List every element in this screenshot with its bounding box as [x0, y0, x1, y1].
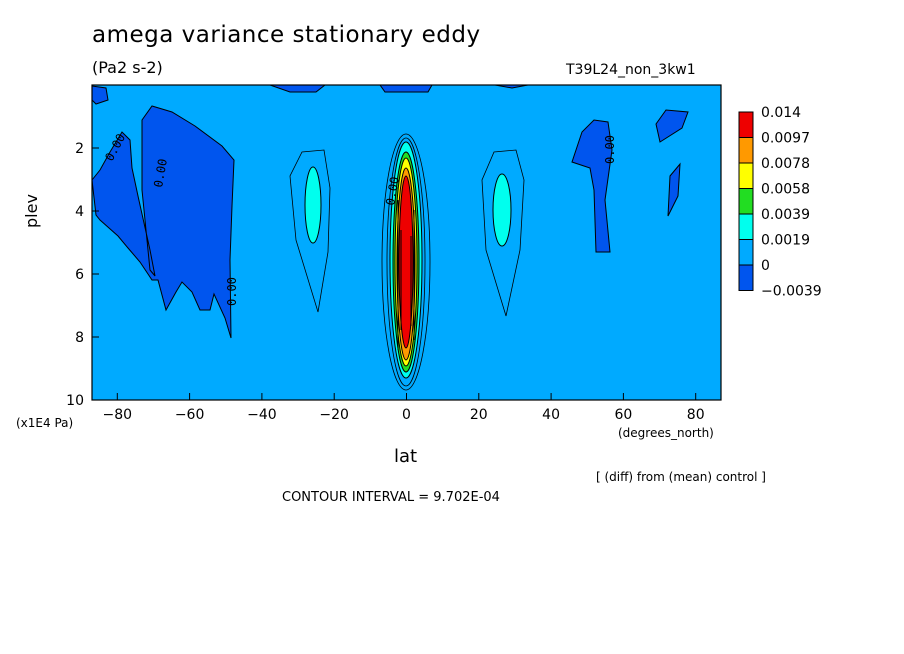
colorbar: 0.014 0.0097 0.0078 0.0058 0.0039 0.0019 0 −0.0…	[738, 105, 822, 300]
colorbar-swatch	[738, 137, 754, 164]
negative-region-sh	[92, 105, 235, 339]
negative-region-nh-2	[655, 109, 689, 217]
colorbar-swatch	[738, 213, 754, 240]
x-tick-label: −40	[247, 407, 277, 423]
colorbar-label: 0.0078	[761, 156, 810, 172]
y-tick-label: 8	[75, 330, 84, 346]
colorbar-label: −0.0039	[761, 284, 822, 300]
x-tick-label: −20	[319, 407, 349, 423]
colorbar-label: 0.0058	[761, 182, 810, 198]
y-tick-label: 10	[66, 393, 84, 409]
colorbar-swatch	[738, 188, 754, 215]
colorbar-swatch	[738, 111, 754, 138]
colorbar-label: 0.014	[761, 105, 801, 121]
x-tick-label: 20	[470, 407, 488, 423]
colorbar-label: 0.0039	[761, 207, 810, 223]
x-tick-label: 0	[402, 407, 411, 423]
equatorial-contour-outer	[381, 133, 431, 391]
contour-label: 0.00	[383, 176, 402, 207]
negative-region-sh-top	[92, 85, 109, 105]
diff-note: [ (diff) from (mean) control ]	[596, 470, 766, 484]
negative-region-top	[269, 85, 529, 93]
contour-label: 0.00	[151, 158, 170, 189]
equatorial-band-red	[398, 175, 414, 349]
colorbar-label: 0.0019	[761, 233, 810, 249]
colorbar-swatch	[738, 264, 754, 291]
x-axis-label: lat	[394, 446, 418, 467]
contour-line-nh	[481, 149, 525, 317]
y-tick-label: 2	[75, 141, 84, 157]
colorbar-label: 0	[761, 258, 770, 274]
contour-label: 0.00	[225, 277, 239, 306]
x-tick-label: 60	[614, 407, 632, 423]
run-name: T39L24_non_3kw1	[566, 62, 696, 78]
positive-lobe-sh	[304, 166, 322, 244]
colorbar-label: 0.0097	[761, 131, 810, 147]
y-tick-label: 4	[75, 204, 84, 220]
equatorial-contour-2	[386, 137, 426, 387]
colorbar-swatch	[738, 162, 754, 189]
x-tick-label: −60	[175, 407, 205, 423]
chart-units: (Pa2 s-2)	[92, 58, 163, 77]
equatorial-contour-lines	[397, 200, 415, 350]
plot-area	[92, 85, 721, 400]
negative-region-nh	[571, 119, 613, 253]
contour-label: 0.00	[603, 135, 617, 164]
x-tick-label: 80	[687, 407, 705, 423]
positive-lobe-nh	[492, 173, 512, 247]
y-axis-units: (x1E4 Pa)	[16, 416, 74, 430]
colorbar-swatch	[738, 239, 754, 266]
x-axis-units: (degrees_north)	[618, 426, 714, 440]
chart-title: amega variance stationary eddy	[92, 22, 481, 48]
axes: −80 −60 −40 −20 0 20 40 60 80 2 4 6 8 10	[66, 141, 704, 423]
x-tick-label: −80	[103, 407, 133, 423]
x-tick-label: 40	[542, 407, 560, 423]
contour-line-sh	[289, 149, 331, 313]
contour-interval: CONTOUR INTERVAL = 9.702E-04	[282, 490, 500, 505]
y-tick-label: 6	[75, 267, 84, 283]
